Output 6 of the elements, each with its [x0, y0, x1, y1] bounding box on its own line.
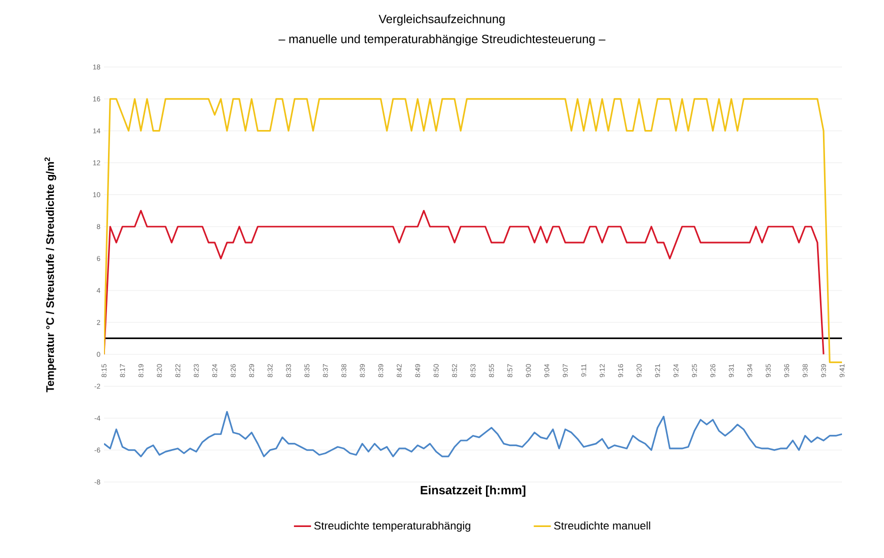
x-axis-title: Einsatzzeit [h:mm] — [420, 486, 526, 497]
y-axis-title: Temperatur °C / Streustufe / Streudichte g/m$^{2}$ — [44, 157, 56, 392]
chart-subtitle: – manuelle und temperaturabhängige Streudichtesteuerung – — [278, 34, 606, 46]
legend-label: Streudichte manuell — [554, 521, 650, 530]
legend-label: Streudichte temperaturabhängig — [314, 521, 470, 532]
chart-title: Vergleichsaufzeichnung — [378, 14, 505, 26]
